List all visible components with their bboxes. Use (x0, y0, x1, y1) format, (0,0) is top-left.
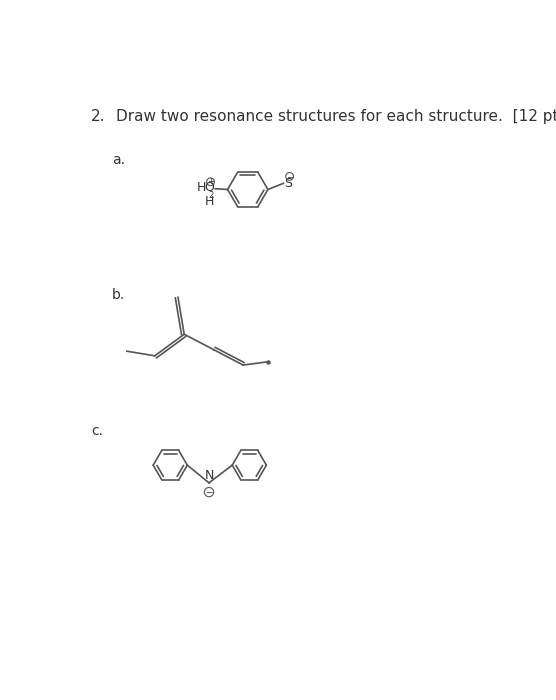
Text: 2.: 2. (91, 108, 106, 124)
Text: +: + (207, 177, 214, 186)
Text: O: O (205, 181, 215, 195)
Text: S: S (284, 177, 292, 190)
Text: 2: 2 (208, 191, 214, 200)
Text: H: H (196, 181, 206, 195)
Text: N: N (204, 469, 214, 482)
Text: Draw two resonance structures for each structure.  [12 pts]: Draw two resonance structures for each s… (116, 108, 556, 124)
Text: a.: a. (112, 153, 125, 167)
Text: H: H (205, 195, 215, 208)
Text: −: − (205, 488, 213, 496)
Text: b.: b. (112, 288, 125, 302)
Text: −: − (286, 172, 294, 181)
Text: c.: c. (91, 424, 103, 438)
